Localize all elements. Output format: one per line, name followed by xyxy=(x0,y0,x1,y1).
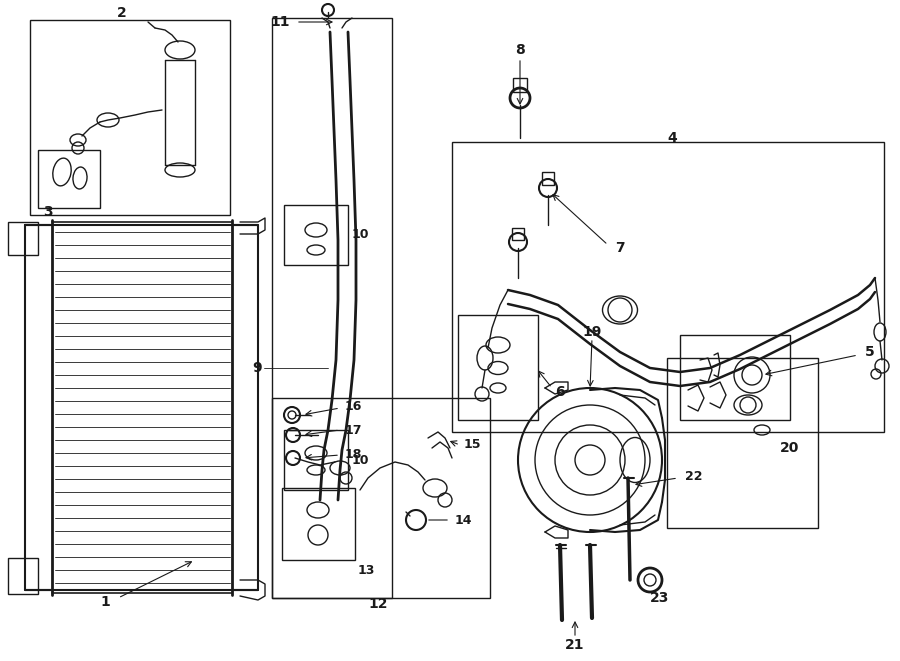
Text: 21: 21 xyxy=(565,638,585,652)
Text: 4: 4 xyxy=(667,131,677,145)
Bar xyxy=(30,20,230,215)
Text: 20: 20 xyxy=(780,441,800,455)
Bar xyxy=(512,228,524,240)
Text: 6: 6 xyxy=(555,385,564,399)
Text: 17: 17 xyxy=(345,424,363,436)
Text: 14: 14 xyxy=(455,514,472,527)
Text: 22: 22 xyxy=(685,469,703,483)
Text: 16: 16 xyxy=(345,401,363,414)
Bar xyxy=(513,78,527,92)
Bar xyxy=(272,398,490,598)
Text: 10: 10 xyxy=(352,229,370,241)
Bar xyxy=(284,205,348,265)
Text: 10: 10 xyxy=(352,453,370,467)
Text: 1: 1 xyxy=(100,595,110,609)
Text: 23: 23 xyxy=(651,591,670,605)
Bar xyxy=(8,558,38,594)
Text: 3: 3 xyxy=(43,205,53,219)
Text: 7: 7 xyxy=(615,241,625,255)
Bar xyxy=(284,430,348,490)
Text: 11: 11 xyxy=(271,15,290,29)
Bar xyxy=(452,142,884,432)
Bar xyxy=(542,172,554,185)
Bar xyxy=(680,335,790,420)
Text: 5: 5 xyxy=(865,345,875,359)
Bar xyxy=(458,315,538,420)
Bar xyxy=(8,222,38,255)
Bar xyxy=(38,150,100,208)
Text: 13: 13 xyxy=(358,563,375,576)
Text: 19: 19 xyxy=(582,325,602,339)
Text: 9: 9 xyxy=(252,361,262,375)
Text: 18: 18 xyxy=(345,449,363,461)
Text: 15: 15 xyxy=(464,438,482,451)
Bar xyxy=(667,358,818,528)
Text: 12: 12 xyxy=(368,597,388,611)
Text: 8: 8 xyxy=(515,43,525,57)
Bar xyxy=(282,488,355,560)
Text: 2: 2 xyxy=(117,6,127,20)
Bar xyxy=(272,18,392,598)
